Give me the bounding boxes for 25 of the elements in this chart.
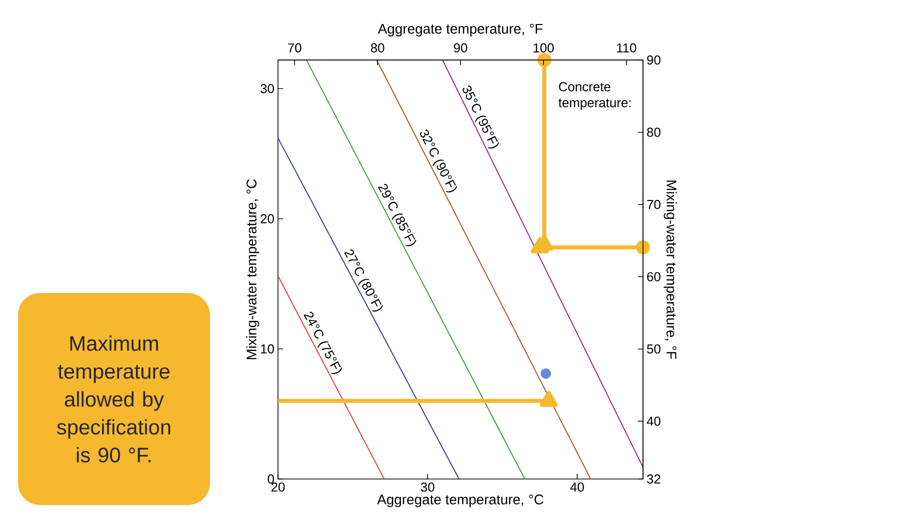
y-tick-label: 10 bbox=[261, 344, 274, 354]
y2-tick-label: 80 bbox=[647, 128, 660, 137]
x2-tick-label: 70 bbox=[288, 43, 302, 52]
y2-tick-label: 90 bbox=[647, 55, 660, 65]
x2-tick-label: 80 bbox=[370, 43, 384, 52]
y-tick-label: 0 bbox=[268, 474, 274, 484]
text: Maximum temperature allowed by specification is 90 °F. bbox=[57, 336, 170, 462]
x2-axis-title: Aggregate temperature, °F bbox=[378, 24, 543, 36]
x-tick-label: 40 bbox=[570, 482, 584, 492]
y2-tick-label: 40 bbox=[646, 416, 660, 426]
x-tick-label: 30 bbox=[420, 482, 434, 492]
y2-axis-title: Mixing-water temperature, °F bbox=[664, 180, 677, 359]
x2-tick-label: 90 bbox=[454, 43, 468, 52]
y2-tick-label: 60 bbox=[647, 272, 660, 282]
y-tick-label: 30 bbox=[260, 84, 274, 94]
x2-tick-label: 110 bbox=[617, 43, 636, 52]
y2-tick-label: 50 bbox=[647, 344, 660, 354]
y-axis-title: Mixing-water temperature, °C bbox=[246, 179, 260, 360]
x-tick-label: 20 bbox=[271, 482, 285, 492]
y-tick-label: 20 bbox=[260, 214, 274, 224]
y2-tick-label: 70 bbox=[647, 200, 660, 210]
y2-tick-label: 32 bbox=[647, 474, 660, 484]
x-axis-title: Aggregate temperature, °C bbox=[377, 494, 544, 508]
x2-tick-label: 100 bbox=[534, 43, 554, 52]
annotation: Concrete temperature: bbox=[558, 82, 631, 110]
